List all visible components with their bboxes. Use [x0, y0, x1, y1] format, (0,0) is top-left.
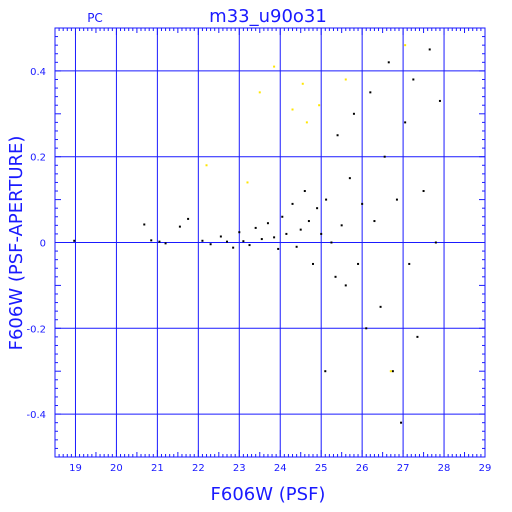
tick-labels: 19 20 21 22 23 24 25 26 27 28 29 -0.4 -0.2 0 0.2 0.4: [26, 67, 491, 474]
data-point: [209, 243, 212, 246]
y-tick-label: -0.2: [26, 324, 46, 335]
y-tick-label: 0: [40, 239, 46, 250]
data-point: [330, 241, 333, 244]
data-point: [226, 240, 228, 243]
data-point: [254, 226, 257, 229]
data-point: [357, 262, 360, 265]
data-points: [73, 44, 441, 424]
y-tick-label: 0.4: [30, 67, 46, 78]
data-point: [285, 232, 288, 235]
x-tick-label: 24: [274, 463, 287, 474]
data-point: [178, 225, 181, 228]
data-point: [248, 244, 251, 247]
data-point: [232, 246, 235, 249]
data-point: [395, 198, 398, 201]
data-point: [301, 82, 304, 85]
data-point: [281, 215, 284, 218]
data-point: [273, 65, 276, 68]
data-point: [260, 238, 263, 241]
data-point: [312, 262, 314, 265]
data-point: [387, 61, 390, 64]
x-tick-label: 28: [438, 463, 451, 474]
data-point: [291, 108, 294, 111]
data-point: [438, 99, 441, 102]
x-tick-label: 25: [315, 463, 328, 474]
x-tick-label: 29: [479, 463, 492, 474]
data-point: [344, 284, 347, 287]
data-point: [344, 78, 347, 81]
data-point: [307, 220, 310, 223]
data-point: [334, 275, 337, 278]
data-point: [164, 242, 167, 245]
data-point: [273, 236, 276, 239]
data-point: [428, 48, 431, 51]
data-point: [295, 245, 298, 248]
data-point: [305, 121, 308, 124]
x-axis-title: F606W (PSF): [211, 484, 326, 505]
data-point: [369, 91, 372, 94]
data-point: [299, 228, 302, 231]
data-point: [348, 177, 351, 180]
y-tick-label: -0.4: [26, 410, 46, 421]
data-point: [365, 327, 368, 330]
data-point: [219, 235, 222, 238]
x-tick-label: 21: [151, 463, 164, 474]
data-point: [143, 223, 146, 226]
data-point: [383, 155, 386, 158]
x-tick-label: 22: [192, 463, 205, 474]
data-point: [434, 241, 437, 244]
data-point: [325, 198, 328, 201]
axis-ticks: [54, 27, 486, 458]
y-axis-title: F606W (PSF-APERTURE): [6, 136, 27, 351]
x-tick-label: 20: [110, 463, 123, 474]
data-point: [258, 91, 261, 94]
data-point: [340, 224, 343, 227]
data-point: [205, 164, 208, 167]
data-point: [73, 239, 76, 242]
data-point: [336, 134, 339, 137]
data-point: [412, 78, 415, 81]
data-point: [238, 231, 241, 234]
grid-lines: [55, 28, 485, 457]
data-point: [404, 121, 407, 124]
data-point: [158, 240, 161, 243]
data-point: [400, 421, 403, 424]
data-point: [416, 335, 419, 338]
x-tick-label: 23: [233, 463, 246, 474]
data-point: [361, 202, 364, 205]
panel-label: PC: [87, 11, 103, 25]
data-point: [303, 190, 306, 193]
x-tick-label: 27: [397, 463, 410, 474]
data-point: [422, 190, 425, 193]
data-point: [150, 239, 153, 242]
x-tick-label: 26: [356, 463, 369, 474]
x-tick-label: 19: [69, 463, 82, 474]
data-point: [316, 207, 319, 210]
y-tick-label: 0.2: [30, 153, 46, 164]
data-point: [391, 370, 394, 373]
data-point: [277, 247, 280, 250]
chart-title: m33_u90o31: [209, 6, 327, 27]
data-point: [201, 239, 204, 242]
data-point: [324, 370, 327, 373]
data-point: [373, 220, 376, 223]
data-point: [291, 202, 294, 205]
data-point: [246, 181, 249, 184]
data-point: [266, 222, 269, 225]
data-point: [320, 232, 323, 235]
data-point: [242, 240, 245, 243]
data-point: [408, 262, 411, 265]
data-point: [352, 112, 355, 115]
data-point: [318, 104, 321, 107]
data-point: [389, 370, 392, 373]
data-point: [379, 305, 382, 308]
data-point: [404, 44, 407, 47]
data-point: [187, 217, 190, 220]
